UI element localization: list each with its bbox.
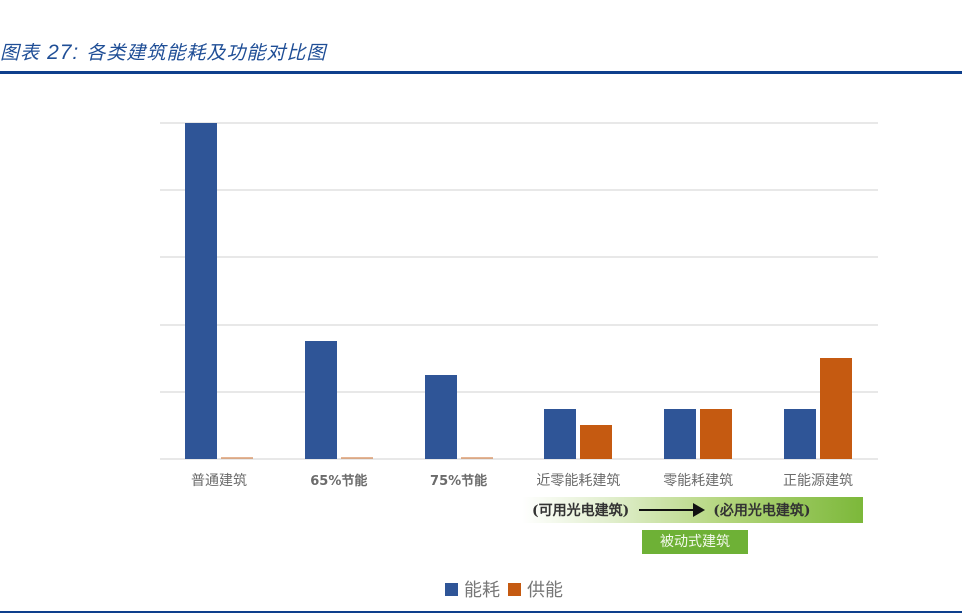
title-rule: [0, 71, 962, 74]
gridline: [160, 189, 878, 192]
figure-number: 27:: [47, 41, 80, 64]
bar-supply: [340, 457, 373, 459]
figure-title-prefix: 图表: [0, 42, 41, 64]
bottom-rule: [0, 611, 962, 613]
gridline: [160, 323, 878, 326]
legend-label: 供能: [527, 580, 563, 601]
legend-swatch-orange-icon: [508, 582, 521, 596]
bar-supply: [221, 457, 253, 459]
photovoltaic-progression-band: (可用光电建筑) (必用光电建筑): [522, 497, 863, 523]
figure-title-text: 各类建筑能耗及功能对比图: [86, 42, 327, 64]
band-left-label: (可用光电建筑): [532, 503, 630, 519]
figure-title: 图表 27: 各类建筑能耗及功能对比图: [0, 38, 326, 65]
bar-supply: [460, 457, 493, 459]
bar-supply: [580, 425, 613, 459]
arrow-right-icon: [639, 503, 706, 517]
bar-consumption: [784, 408, 816, 459]
category-label: 零能耗建筑: [663, 473, 734, 489]
bar-consumption: [304, 341, 337, 459]
legend-label: 能耗: [464, 580, 500, 601]
bar-consumption: [185, 123, 217, 459]
category-label: 普通建筑: [191, 473, 247, 489]
bar-consumption: [424, 375, 457, 459]
gridline: [160, 256, 878, 259]
category-label: 65%节能: [310, 474, 368, 489]
chart-legend: 能耗 供能: [445, 576, 571, 602]
category-label: 近零能耗建筑: [536, 473, 621, 489]
gridline: [160, 390, 878, 393]
category-label: 正能源建筑: [783, 473, 853, 489]
legend-swatch-blue-icon: [445, 582, 458, 596]
band-right-label: (必用光电建筑): [713, 503, 811, 519]
bar-supply: [700, 408, 733, 459]
bar-consumption: [664, 408, 697, 459]
category-label: 75%节能: [430, 474, 488, 489]
legend-item-consumption: 能耗: [445, 576, 500, 602]
gridline: [160, 458, 878, 460]
gridline: [160, 122, 878, 124]
bar-consumption: [544, 408, 577, 459]
bar-supply: [820, 358, 852, 459]
legend-item-supply: 供能: [508, 576, 563, 602]
passive-building-tag: 被动式建筑: [642, 530, 748, 554]
